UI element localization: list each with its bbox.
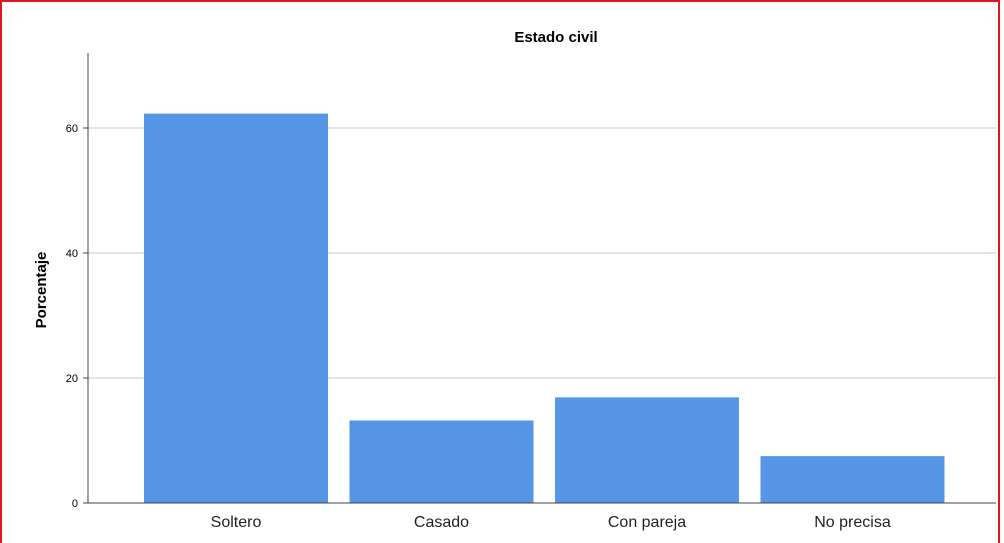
y-tick-label: 20 (66, 373, 78, 385)
y-tick-label: 60 (66, 123, 78, 135)
chart-title: Estado civil (514, 29, 597, 46)
bar-no-precisa (760, 456, 945, 503)
bar-con-pareja (555, 397, 739, 503)
y-axis-label: Porcentaje (33, 252, 50, 329)
x-tick-label: Con pareja (608, 514, 686, 531)
x-tick-label: Casado (414, 514, 469, 531)
axes (87, 53, 996, 504)
x-tick-label: No precisa (814, 514, 891, 531)
y-tick-label: 0 (72, 498, 78, 510)
y-tick-label: 40 (66, 248, 78, 260)
x-ticks: Soltero Casado Con pareja No precisa (211, 514, 891, 531)
bar-soltero (144, 113, 328, 503)
y-ticks: 0 20 40 60 (66, 123, 78, 510)
x-tick-label: Soltero (211, 514, 262, 531)
bar-casado (349, 420, 534, 503)
bars (144, 113, 945, 503)
